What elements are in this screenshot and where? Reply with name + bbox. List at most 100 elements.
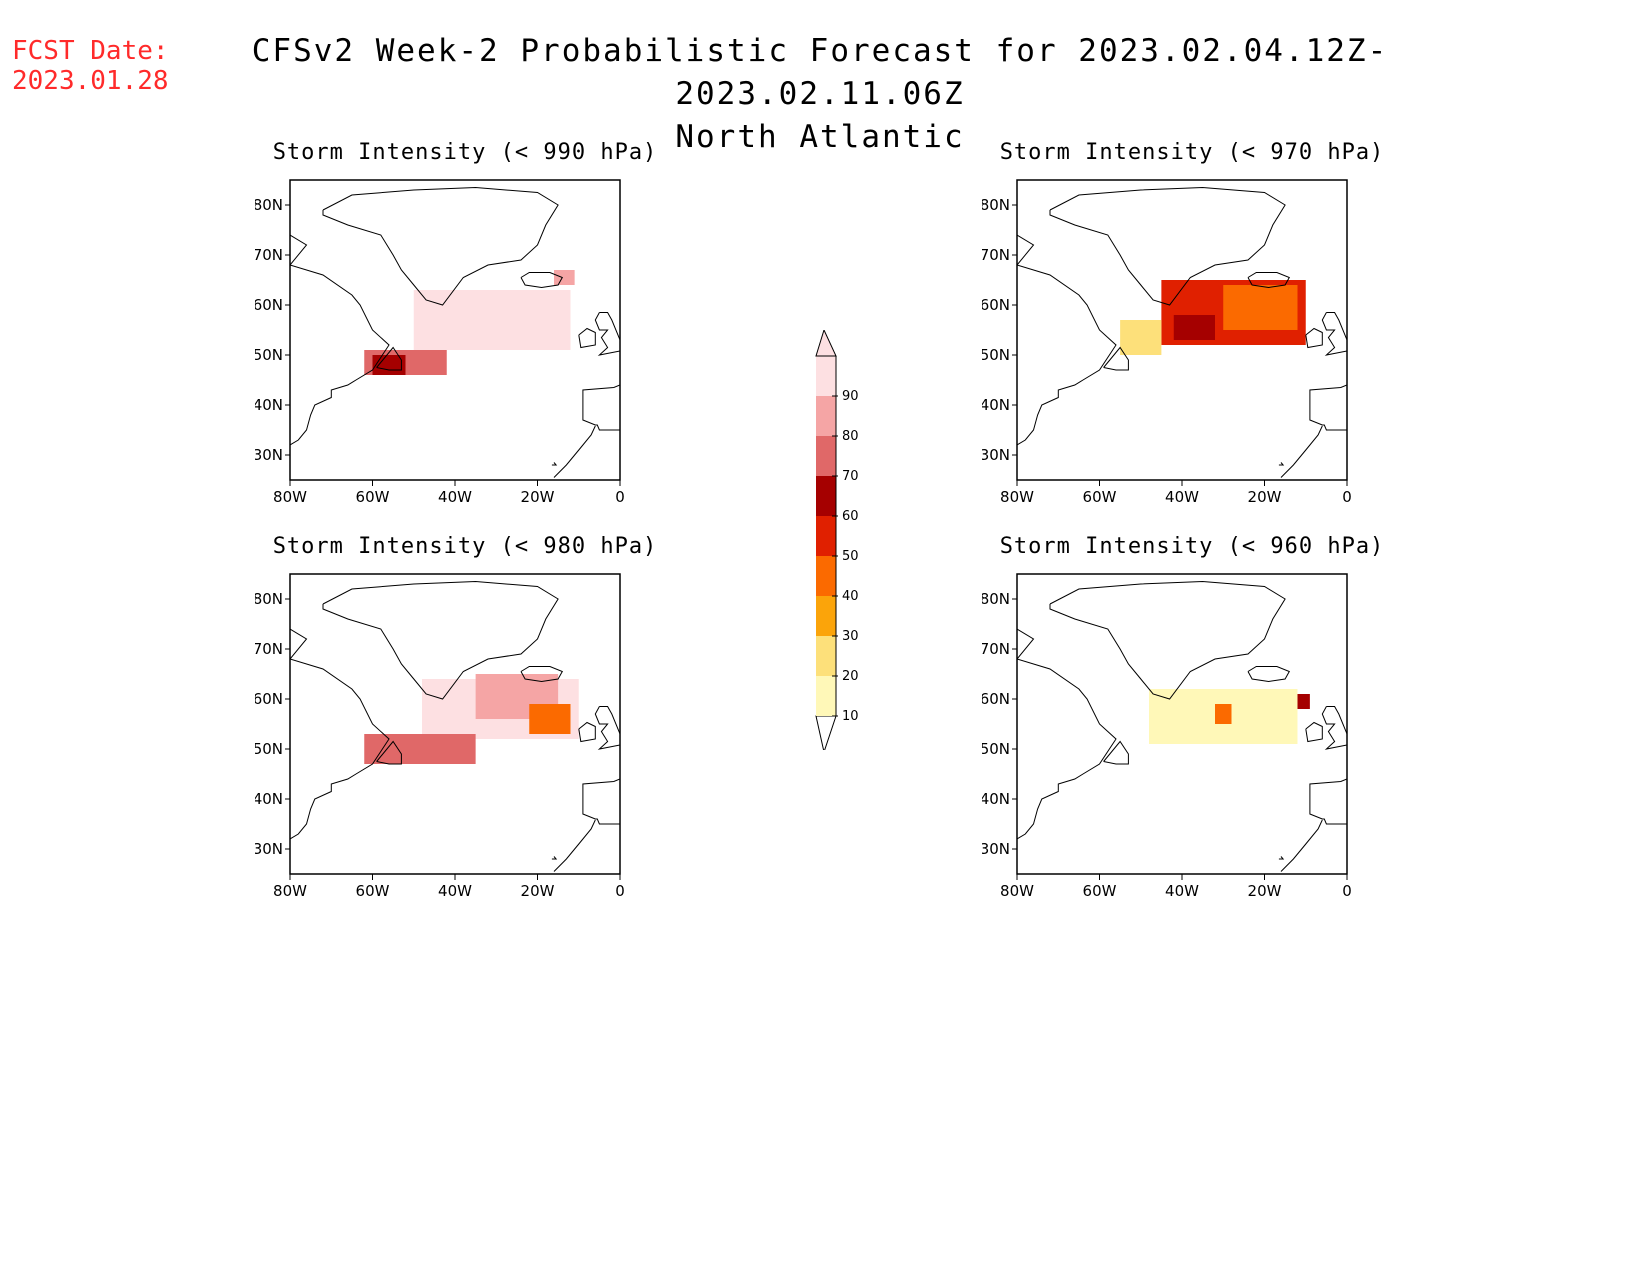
panel-title: Storm Intensity (< 960 hPa): [999, 534, 1385, 559]
probability-region-40: [1223, 285, 1298, 330]
map-plot: 80W 60W 40W 20W 0 30N 40N 50N 60N 70N 80N: [255, 179, 625, 506]
lat-tick-label: 50N: [982, 346, 1010, 364]
lon-tick-label: 0: [1342, 488, 1352, 506]
africa-coast: [553, 819, 596, 872]
europe-coast: [582, 384, 620, 431]
probability-region-90: [413, 290, 571, 350]
lat-tick-label: 40N: [255, 396, 283, 414]
probability-region-40: [1215, 704, 1232, 724]
north-america-coast: [1017, 628, 1117, 840]
lat-tick-label: 60N: [982, 690, 1010, 708]
colorbar-swatch: [816, 476, 836, 516]
panel-970hpa: Storm Intensity (< 970 hPa) 80W 60W 40W 20W…: [982, 140, 1402, 520]
coastlines: [1017, 580, 1347, 872]
ireland-coast: [578, 327, 596, 349]
newfoundland-coast: [376, 740, 402, 765]
lat-tick-label: 70N: [255, 246, 283, 264]
colorbar-swatch: [816, 596, 836, 636]
lat-tick-label: 80N: [255, 590, 283, 608]
colorbar-label: 50: [842, 549, 859, 564]
figure-titles: CFSv2 Week-2 Probabilistic Forecast for …: [190, 30, 1450, 159]
north-america-coast: [290, 234, 390, 446]
lon-tick-label: 80W: [273, 488, 307, 506]
map-plot: 80W 60W 40W 20W 0 30N 40N 50N 60N 70N 80N: [255, 573, 625, 900]
britain-coast: [1321, 706, 1347, 750]
iceland-coast: [520, 666, 564, 683]
iceland-coast: [1247, 666, 1291, 683]
lon-tick-label: 40W: [438, 882, 472, 900]
newfoundland-coast: [1103, 346, 1129, 371]
lon-tick-label: 0: [615, 882, 625, 900]
lat-tick-label: 30N: [982, 840, 1010, 858]
lat-tick-label: 30N: [255, 840, 283, 858]
ireland-coast: [578, 721, 596, 743]
probability-shading: [364, 270, 575, 375]
africa-coast: [1280, 819, 1323, 872]
lat-tick-label: 30N: [255, 446, 283, 464]
panel-title: Storm Intensity (< 980 hPa): [272, 534, 658, 559]
britain-coast: [1321, 312, 1347, 356]
lat-tick-label: 50N: [255, 740, 283, 758]
colorbar-label: 20: [842, 669, 859, 684]
panel-title: Storm Intensity (< 970 hPa): [999, 140, 1385, 165]
lat-tick-label: 80N: [982, 590, 1010, 608]
lat-tick-label: 50N: [255, 346, 283, 364]
panel-990hpa: Storm Intensity (< 990 hPa) 80W 60W 40W 20W…: [255, 140, 675, 520]
canary-islands-coast: [551, 462, 558, 466]
colorbar-label: 90: [842, 389, 859, 404]
newfoundland-coast: [376, 346, 402, 371]
ireland-coast: [1305, 327, 1323, 349]
lat-tick-label: 60N: [255, 690, 283, 708]
iceland-coast: [520, 272, 564, 289]
canary-islands-coast: [1278, 462, 1285, 466]
north-america-coast: [1017, 234, 1117, 446]
colorbar-swatch: [816, 356, 836, 396]
colorbar-label: 40: [842, 589, 859, 604]
lon-tick-label: 20W: [1248, 882, 1282, 900]
map-plot: 80W 60W 40W 20W 0 30N 40N 50N 60N 70N 80N: [982, 179, 1352, 506]
colorbar-swatch: [816, 396, 836, 436]
lon-tick-label: 80W: [273, 882, 307, 900]
forecast-date-value: 2023.01.28: [12, 66, 169, 96]
colorbar-swatch: [816, 556, 836, 596]
lon-tick-label: 40W: [1165, 882, 1199, 900]
colorbar-label: 10: [842, 709, 859, 724]
lon-tick-label: 20W: [1248, 488, 1282, 506]
lon-tick-label: 40W: [438, 488, 472, 506]
lat-tick-label: 40N: [255, 790, 283, 808]
probability-region-40: [529, 704, 571, 734]
europe-coast: [1309, 384, 1347, 431]
panel-980hpa: Storm Intensity (< 980 hPa) 80W 60W 40W 20W…: [255, 534, 675, 914]
lat-tick-label: 40N: [982, 396, 1010, 414]
canary-islands-coast: [551, 856, 558, 860]
colorbar-low-end: [815, 715, 837, 754]
lon-tick-label: 60W: [356, 488, 390, 506]
colorbar-swatch: [816, 636, 836, 676]
greenland-coast: [1049, 186, 1286, 306]
main-title: CFSv2 Week-2 Probabilistic Forecast for …: [251, 33, 1389, 112]
lat-tick-label: 60N: [982, 296, 1010, 314]
panel-title: Storm Intensity (< 990 hPa): [272, 140, 658, 165]
forecast-date-block: FCST Date: 2023.01.28: [12, 36, 169, 96]
lat-tick-label: 30N: [982, 446, 1010, 464]
probability-shading: [364, 674, 579, 764]
greenland-coast: [322, 580, 559, 700]
lat-tick-label: 70N: [982, 640, 1010, 658]
africa-coast: [553, 425, 596, 478]
lon-tick-label: 60W: [1083, 882, 1117, 900]
ireland-coast: [1305, 721, 1323, 743]
lat-tick-label: 70N: [982, 246, 1010, 264]
probability-shading: [1149, 689, 1310, 744]
coastlines: [290, 580, 620, 872]
colorbar-swatch: [816, 676, 836, 716]
colorbar-label: 70: [842, 469, 859, 484]
map-plot: 80W 60W 40W 20W 0 30N 40N 50N 60N 70N 80N: [982, 573, 1352, 900]
probability-region-60: [1297, 694, 1310, 709]
colorbar-label: 30: [842, 629, 859, 644]
north-america-coast: [290, 628, 390, 840]
colorbar-swatch: [816, 516, 836, 556]
lon-tick-label: 80W: [1000, 882, 1034, 900]
colorbar-label: 60: [842, 509, 859, 524]
probability-region-70: [364, 734, 476, 764]
greenland-coast: [1049, 580, 1286, 700]
